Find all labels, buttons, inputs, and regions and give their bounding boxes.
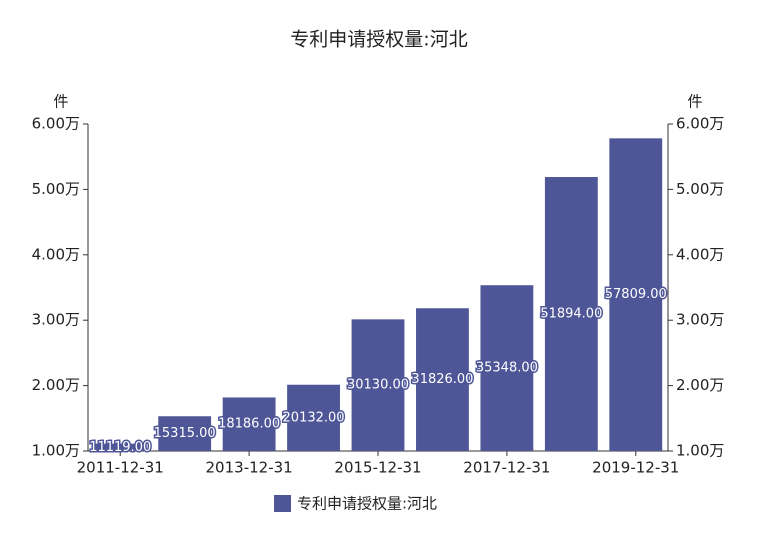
chart-title: 专利申请授权量:河北 xyxy=(290,29,467,51)
bar xyxy=(222,397,276,451)
bar xyxy=(158,416,212,451)
bar xyxy=(287,384,340,451)
y2-tick-label: 3.00万 xyxy=(676,311,724,329)
y2-tick-label: 6.00万 xyxy=(676,115,724,133)
y-tick-label: 1.00万 xyxy=(32,442,80,460)
y-axis-label: 件 xyxy=(53,93,68,111)
value-label: 57809.00 xyxy=(605,287,667,302)
x-tick-label: 2011-12-31 xyxy=(77,459,164,477)
value-label: 20132.00 xyxy=(283,410,345,425)
bar xyxy=(93,443,147,451)
legend-swatch xyxy=(274,495,291,512)
y-tick-label: 3.00万 xyxy=(32,311,80,329)
value-label: 18186.00 xyxy=(218,417,280,432)
value-label: 15315.00 xyxy=(154,426,216,441)
y2-tick-label: 1.00万 xyxy=(676,442,724,460)
legend-label: 专利申请授权量:河北 xyxy=(297,495,437,513)
y2-tick-label: 4.00万 xyxy=(676,245,724,263)
y-tick-label: 5.00万 xyxy=(32,180,80,198)
y2-tick-label: 5.00万 xyxy=(676,180,724,198)
y2-tick-label: 2.00万 xyxy=(676,376,724,394)
y-tick-label: 6.00万 xyxy=(32,115,80,133)
value-label: 51894.00 xyxy=(540,307,602,322)
bar xyxy=(416,308,469,451)
value-label: 31826.00 xyxy=(411,372,473,387)
y-tick-label: 4.00万 xyxy=(32,245,80,263)
x-tick-label: 2017-12-31 xyxy=(463,459,550,477)
y-tick-label: 2.00万 xyxy=(32,376,80,394)
bar xyxy=(544,177,598,451)
bar xyxy=(609,138,663,451)
value-label: 30130.00 xyxy=(347,378,409,393)
x-tick-label: 2015-12-31 xyxy=(334,459,421,477)
y2-axis-label: 件 xyxy=(687,93,702,111)
value-label: 11119.00 xyxy=(89,440,151,455)
value-label: 35348.00 xyxy=(476,361,538,376)
bar xyxy=(351,319,405,451)
x-tick-label: 2013-12-31 xyxy=(206,459,293,477)
x-tick-label: 2019-12-31 xyxy=(592,459,679,477)
bar xyxy=(480,285,534,451)
